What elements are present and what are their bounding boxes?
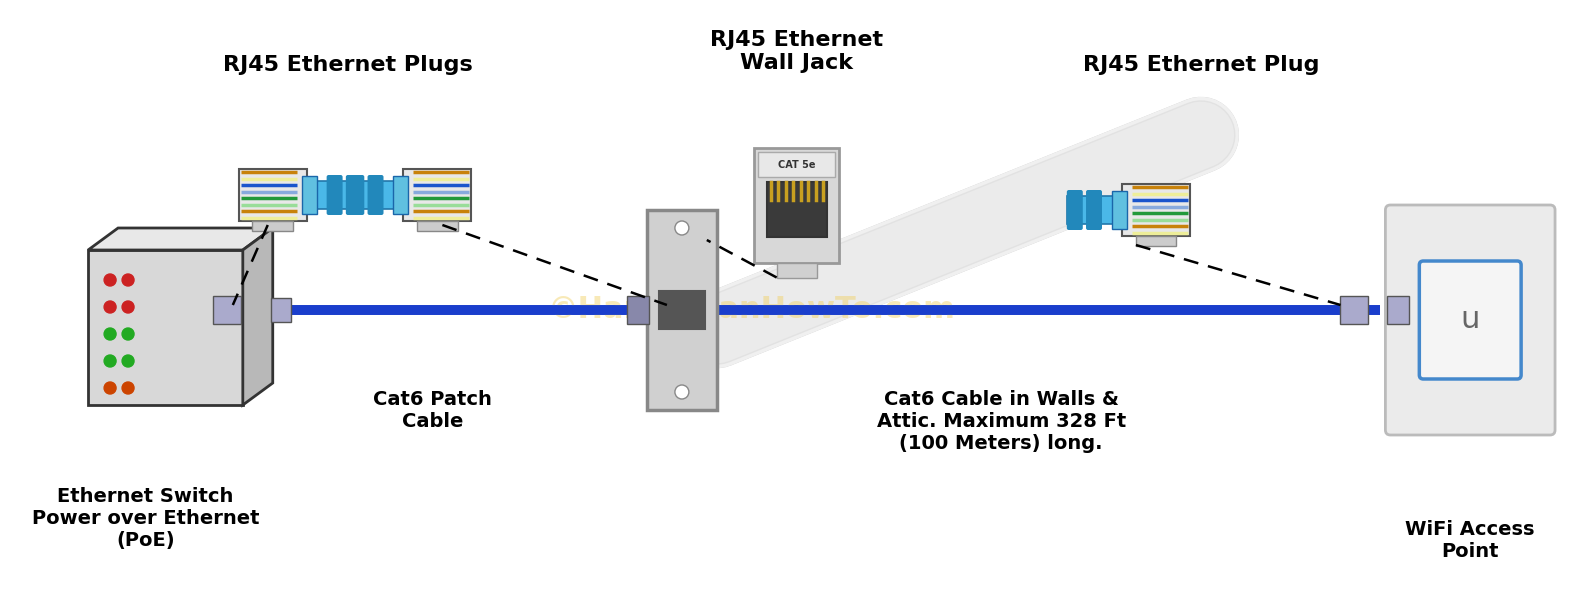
Text: RJ45 Ethernet
Wall Jack: RJ45 Ethernet Wall Jack <box>710 30 884 73</box>
FancyBboxPatch shape <box>302 176 317 214</box>
Circle shape <box>121 274 134 286</box>
FancyBboxPatch shape <box>1066 190 1082 230</box>
FancyBboxPatch shape <box>758 151 835 176</box>
Circle shape <box>676 385 688 399</box>
FancyBboxPatch shape <box>1388 296 1410 324</box>
Text: RJ45 Ethernet Plugs: RJ45 Ethernet Plugs <box>222 55 472 75</box>
FancyBboxPatch shape <box>348 175 364 215</box>
Text: WiFi Access
Point: WiFi Access Point <box>1405 520 1536 561</box>
Text: Ethernet Switch
Power over Ethernet
(PoE): Ethernet Switch Power over Ethernet (PoE… <box>32 487 260 550</box>
Circle shape <box>104 355 117 367</box>
FancyBboxPatch shape <box>1386 205 1555 435</box>
Text: Cat6 Patch
Cable: Cat6 Patch Cable <box>373 390 491 431</box>
Polygon shape <box>88 250 243 405</box>
Text: RJ45 Ethernet Plug: RJ45 Ethernet Plug <box>1082 55 1318 75</box>
FancyBboxPatch shape <box>1068 196 1121 224</box>
FancyBboxPatch shape <box>647 210 717 410</box>
FancyBboxPatch shape <box>252 221 293 231</box>
FancyBboxPatch shape <box>417 221 458 231</box>
Circle shape <box>104 274 117 286</box>
FancyBboxPatch shape <box>367 175 383 215</box>
FancyBboxPatch shape <box>213 296 241 324</box>
Circle shape <box>121 328 134 340</box>
Circle shape <box>104 328 117 340</box>
FancyBboxPatch shape <box>239 169 307 221</box>
Polygon shape <box>88 228 272 250</box>
Circle shape <box>676 221 688 235</box>
Text: ©HandymanHowTo.com: ©HandymanHowTo.com <box>548 296 956 324</box>
Circle shape <box>121 301 134 313</box>
FancyBboxPatch shape <box>307 181 362 209</box>
Circle shape <box>104 301 117 313</box>
Text: CAT 5e: CAT 5e <box>778 160 816 169</box>
Circle shape <box>104 382 117 394</box>
FancyBboxPatch shape <box>1121 184 1189 236</box>
FancyBboxPatch shape <box>348 181 403 209</box>
FancyBboxPatch shape <box>776 262 816 278</box>
FancyBboxPatch shape <box>394 176 408 214</box>
FancyBboxPatch shape <box>1112 191 1128 229</box>
FancyBboxPatch shape <box>627 296 649 324</box>
Text: u: u <box>1460 306 1480 334</box>
FancyBboxPatch shape <box>1340 296 1369 324</box>
Text: Cat6 Cable in Walls &
Attic. Maximum 328 Ft
(100 Meters) long.: Cat6 Cable in Walls & Attic. Maximum 328… <box>877 390 1126 453</box>
Circle shape <box>121 382 134 394</box>
FancyBboxPatch shape <box>346 175 362 215</box>
FancyBboxPatch shape <box>403 169 471 221</box>
FancyBboxPatch shape <box>754 147 839 262</box>
FancyBboxPatch shape <box>326 175 343 215</box>
FancyBboxPatch shape <box>1419 261 1521 379</box>
FancyBboxPatch shape <box>271 298 291 322</box>
Circle shape <box>121 355 134 367</box>
FancyBboxPatch shape <box>1136 236 1177 246</box>
FancyBboxPatch shape <box>658 291 706 329</box>
FancyBboxPatch shape <box>1087 190 1102 230</box>
Polygon shape <box>243 228 272 405</box>
FancyBboxPatch shape <box>767 182 827 237</box>
